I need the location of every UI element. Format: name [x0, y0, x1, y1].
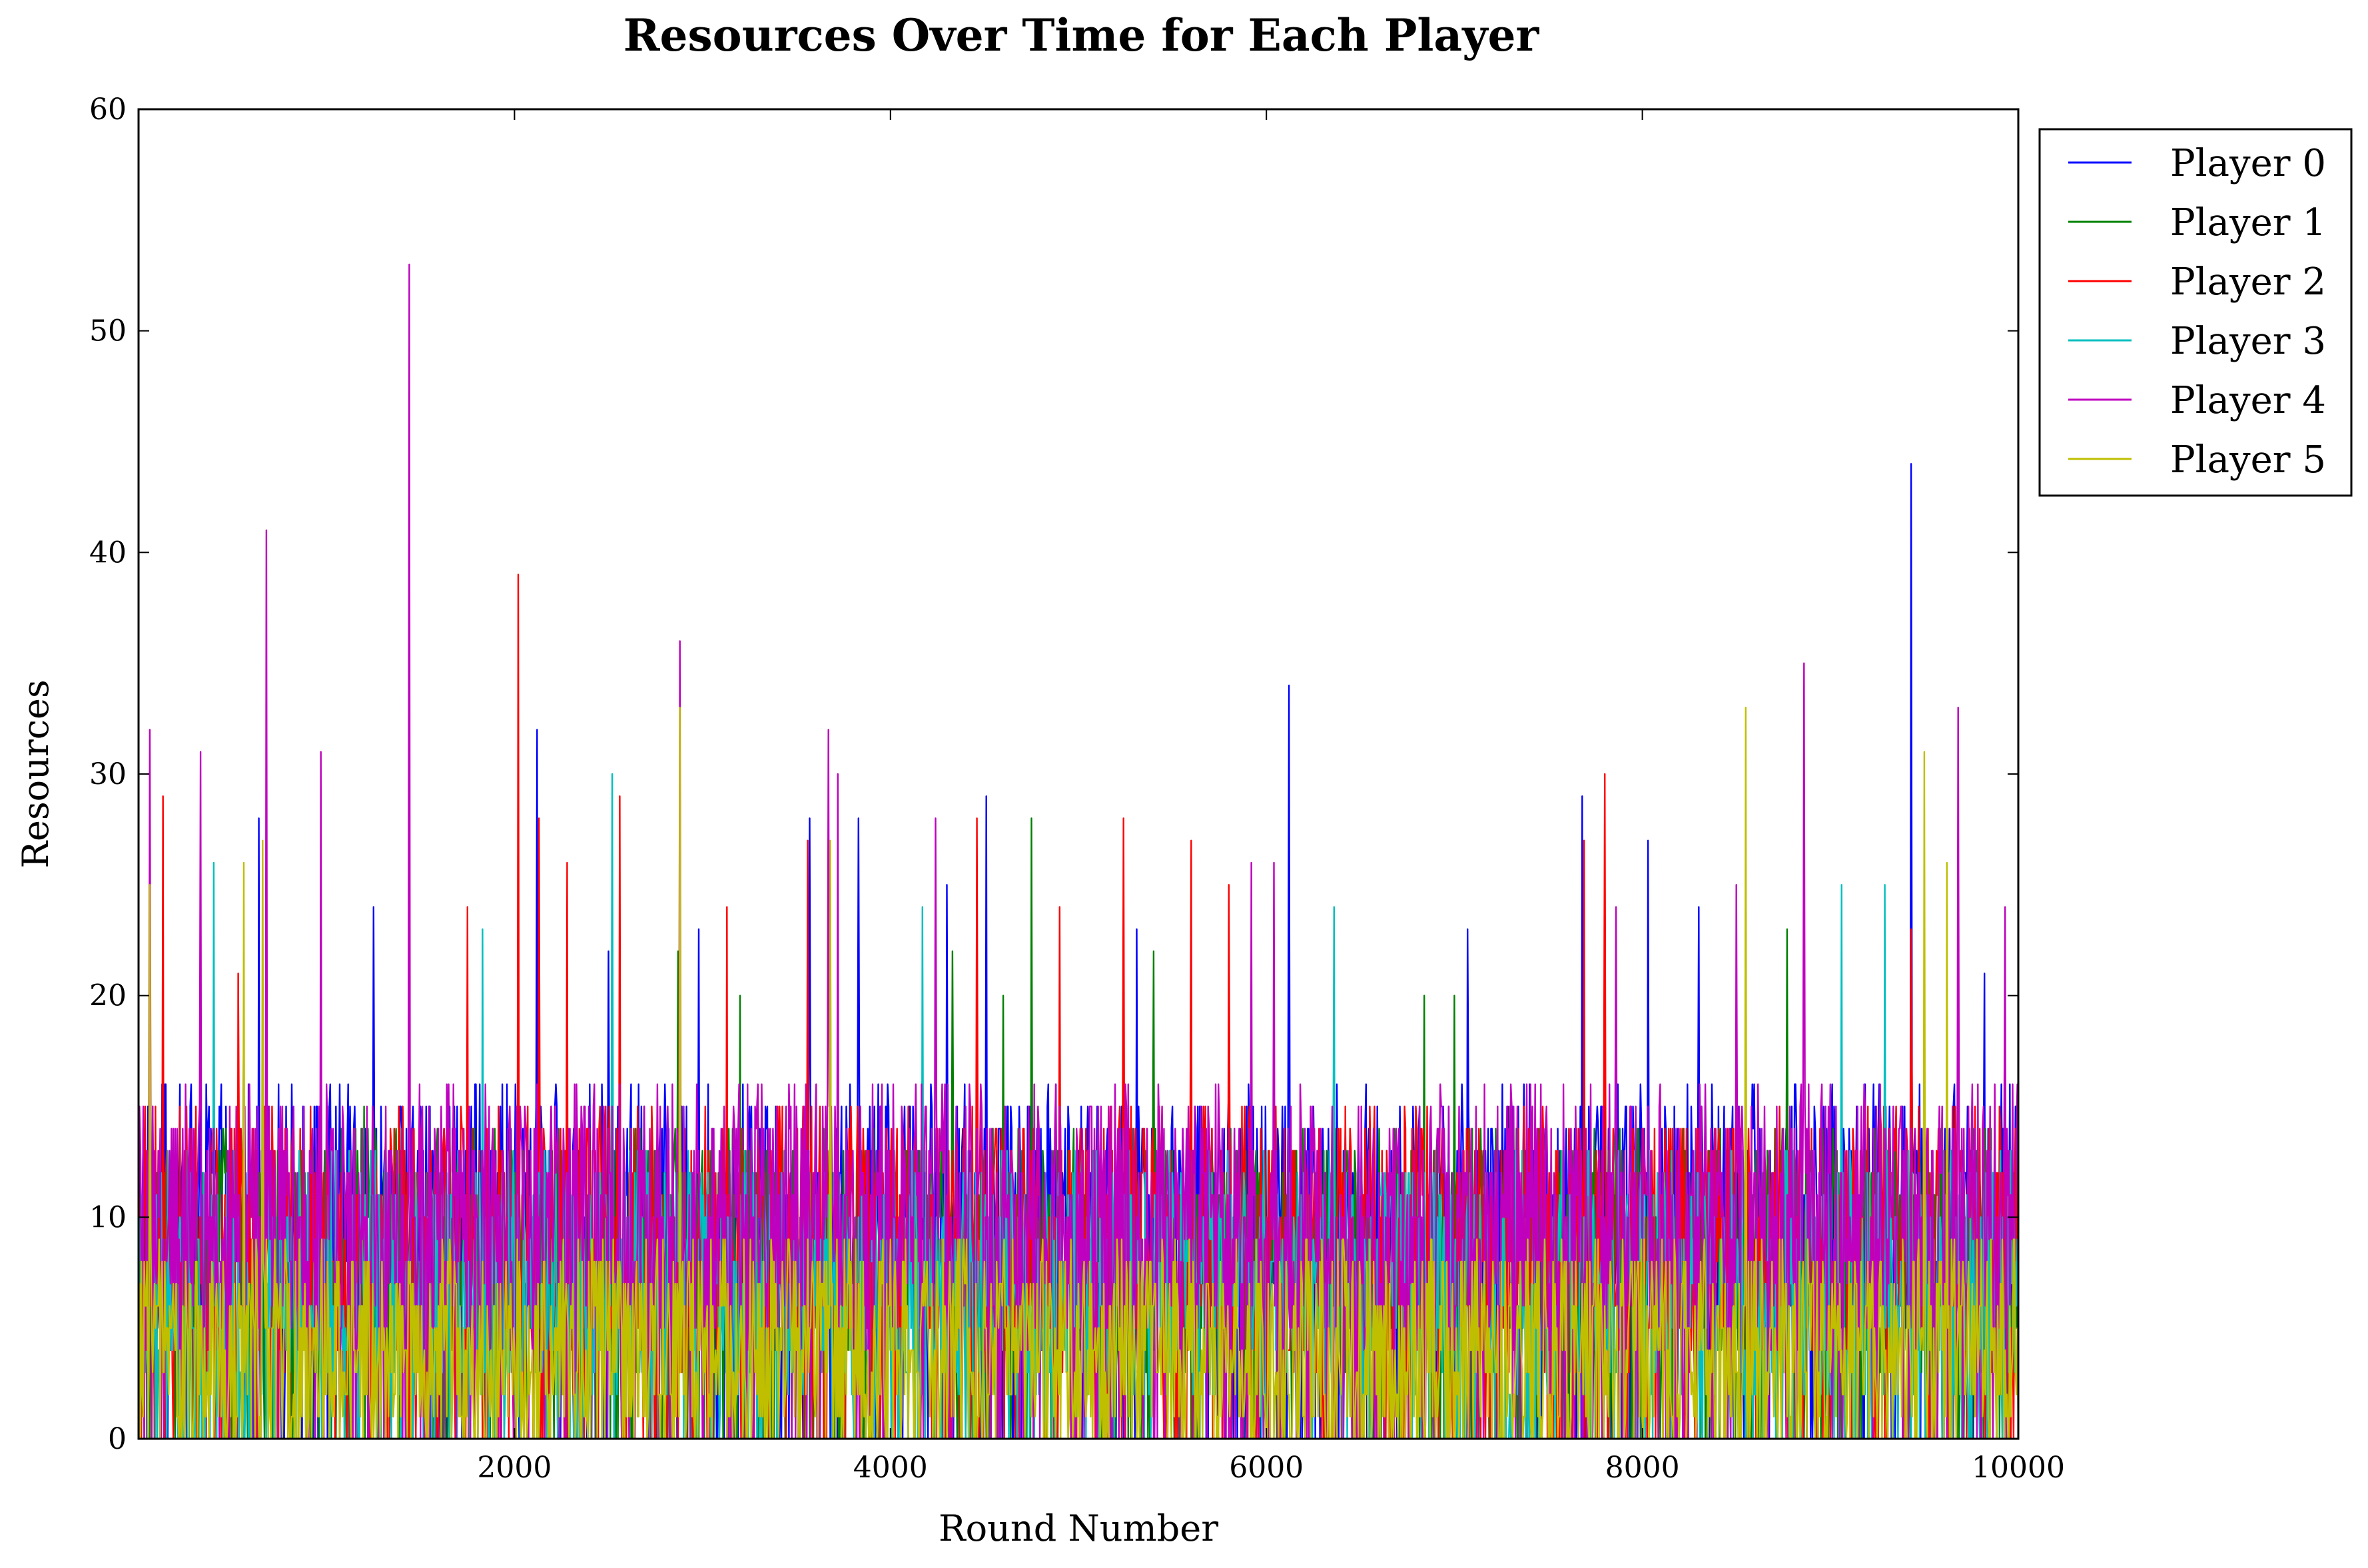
legend-label-player-3: Player 3	[2170, 320, 2326, 363]
y-tick-label: 40	[89, 536, 127, 570]
x-axis-label: Round Number	[939, 1507, 1218, 1549]
legend-label-player-4: Player 4	[2170, 379, 2326, 422]
x-tick-label: 4000	[853, 1451, 928, 1485]
y-tick-label: 60	[89, 93, 127, 127]
x-tick-label: 8000	[1605, 1451, 1680, 1485]
legend-box	[2038, 128, 2353, 497]
axis-ticks: 2000 4000 6000 8000 10000 0 10 20 30 40 50 60	[89, 93, 2065, 1485]
x-tick-label: 6000	[1229, 1451, 1304, 1485]
legend-label-player-2: Player 2	[2170, 260, 2326, 304]
x-tick-label: 2000	[477, 1451, 552, 1485]
x-tick-label: 10000	[1972, 1451, 2065, 1485]
y-tick-label: 10	[89, 1200, 127, 1234]
legend-label-player-1: Player 1	[2170, 201, 2326, 244]
plot-area	[137, 263, 2020, 1440]
y-tick-label: 0	[108, 1422, 127, 1456]
series-line-player-5	[137, 707, 2020, 1440]
chart-title: Resources Over Time for Each Player	[623, 9, 1540, 61]
y-tick-label: 50	[89, 314, 127, 348]
y-tick-label: 30	[89, 757, 127, 791]
legend-label-player-5: Player 5	[2170, 438, 2326, 482]
y-axis-label: Resources	[15, 679, 57, 868]
legend: Player 0 Player 1 Player 2 Player 3 Player 4…	[2038, 128, 2353, 497]
legend-label-player-0: Player 0	[2170, 142, 2326, 185]
y-tick-label: 20	[89, 979, 127, 1013]
